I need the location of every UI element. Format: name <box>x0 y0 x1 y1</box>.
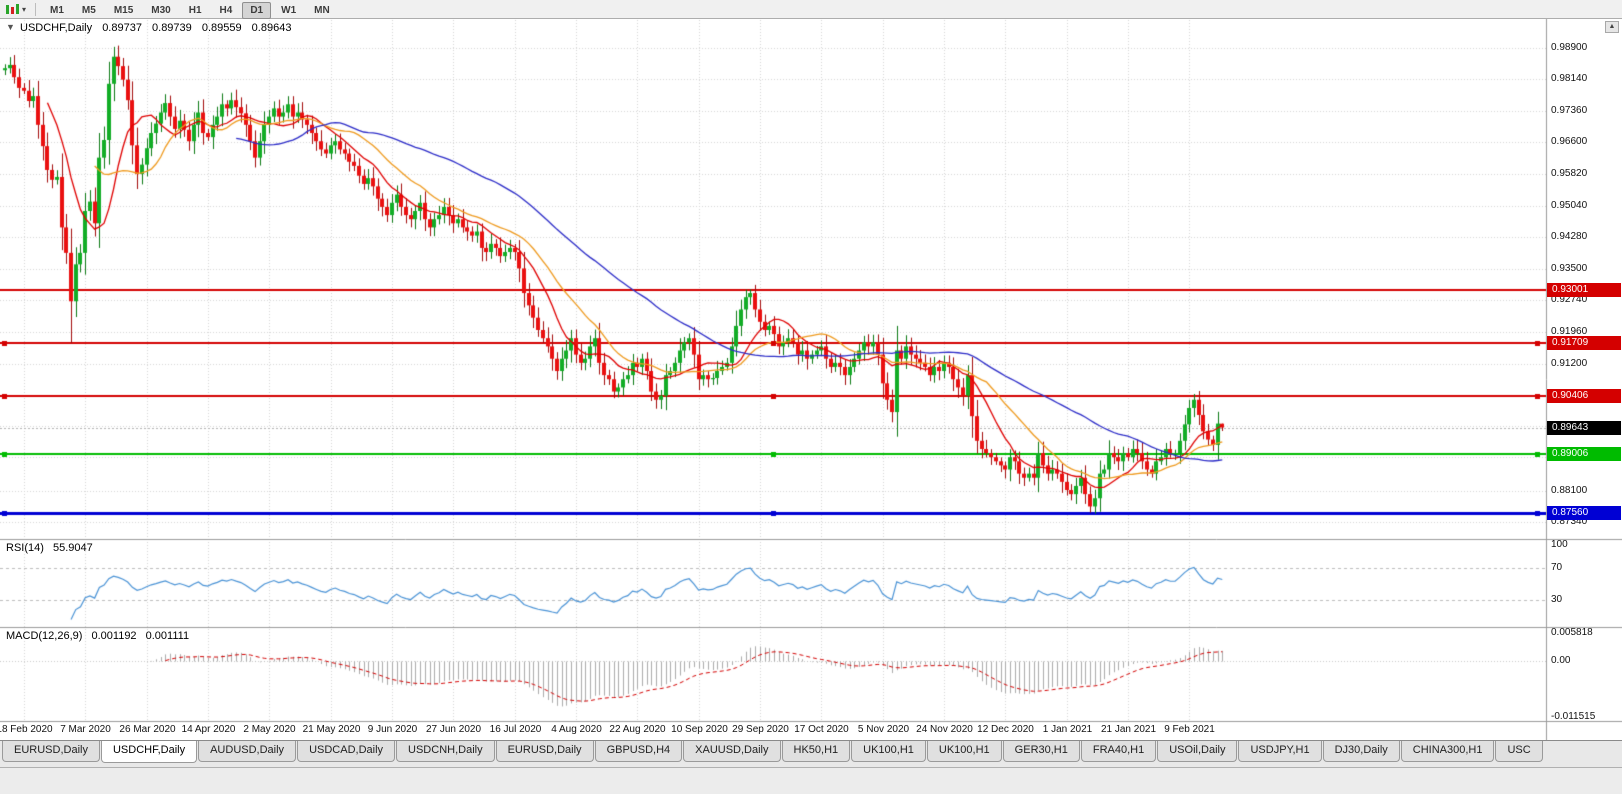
timeframe-toolbar: ▾ M1 M5 M15 M30 H1 H4 D1 W1 MN <box>0 0 1622 19</box>
chart-tab[interactable]: USDJPY,H1 <box>1238 741 1322 762</box>
time-axis-label: 27 Jun 2020 <box>425 724 482 735</box>
chart-tab[interactable]: GBPUSD,H4 <box>594 741 683 762</box>
timeframe-button-h1[interactable]: H1 <box>188 4 202 16</box>
current-price-badge: 0.89643 <box>1547 420 1621 435</box>
macd-indicator-signal: 0.001111 <box>145 630 190 642</box>
time-axis-label: 12 Dec 2020 <box>977 724 1034 735</box>
chart-window: ▼ USDCHF,Daily 0.89737 0.89739 0.89559 0… <box>0 19 1622 740</box>
chart-tab[interactable]: DJ30,Daily <box>1322 741 1400 762</box>
price-axis-label: 0.95040 <box>1551 200 1588 212</box>
time-axis-label: 2 May 2020 <box>243 724 296 735</box>
scroll-up-icon[interactable]: ▲ <box>1605 21 1619 33</box>
time-axis-label: 4 Aug 2020 <box>551 724 602 735</box>
hline-price-badge: 0.91709 <box>1547 335 1621 350</box>
price-axis-label: 0.94280 <box>1551 231 1588 243</box>
time-axis-label: 16 Jul 2020 <box>489 724 542 735</box>
time-axis-label: 5 Nov 2020 <box>857 724 910 735</box>
chart-tab[interactable]: EURUSD,Daily <box>495 741 594 762</box>
rsi-pane-label: RSI(14) 55.9047 <box>6 542 99 554</box>
macd-pane-label: MACD(12,26,9) 0.001192 0.001111 <box>6 630 195 642</box>
rsi-indicator-value: 55.9047 <box>52 542 93 554</box>
macd-axis-label: 0.005818 <box>1551 627 1593 638</box>
price-axis-label: 0.91200 <box>1551 357 1588 369</box>
time-axis-label: 21 Jan 2021 <box>1100 724 1157 735</box>
timeframe-button-m5[interactable]: M5 <box>81 4 96 16</box>
rsi-indicator-name: RSI(14) <box>6 542 44 554</box>
chart-tab[interactable]: USOil,Daily <box>1157 741 1238 762</box>
rsi-axis-label: 30 <box>1551 593 1563 605</box>
chart-tab[interactable]: XAUUSD,Daily <box>683 741 781 762</box>
one-click-trading-icon[interactable]: ▼ <box>6 22 15 32</box>
time-axis-label: 1 Jan 2021 <box>1042 724 1093 735</box>
time-axis-label: 24 Nov 2020 <box>916 724 973 735</box>
price-axis-label: 0.98140 <box>1551 72 1588 84</box>
timeframe-button-m15[interactable]: M15 <box>113 4 134 16</box>
time-axis-label: 29 Sep 2020 <box>732 724 789 735</box>
toolbar-separator <box>35 2 37 16</box>
ohlc-close: 0.89643 <box>251 22 292 34</box>
time-axis-label: 7 Mar 2020 <box>60 724 111 735</box>
chart-tab[interactable]: USDCNH,Daily <box>396 741 495 762</box>
chart-info-line: USDCHF,Daily 0.89737 0.89739 0.89559 0.8… <box>20 22 298 34</box>
price-axis-label: 0.96600 <box>1551 136 1588 148</box>
macd-indicator-name: MACD(12,26,9) <box>6 630 83 642</box>
macd-indicator-main: 0.001192 <box>91 630 137 642</box>
timeframe-button-w1[interactable]: W1 <box>281 4 297 16</box>
chart-tab[interactable]: UK100,H1 <box>851 741 926 762</box>
price-axis-label: 0.91960 <box>1551 326 1588 338</box>
timeframe-buttons-group: M1 M5 M15 M30 H1 H4 D1 W1 MN <box>41 0 339 19</box>
time-axis-label: 26 Mar 2020 <box>119 724 176 735</box>
price-axis-label: 0.95820 <box>1551 168 1588 180</box>
chart-tab[interactable]: GER30,H1 <box>1002 741 1080 762</box>
macd-axis-label: -0.011515 <box>1551 711 1596 722</box>
hline-price-badge: 0.90406 <box>1547 389 1621 404</box>
time-axis-label: 9 Feb 2021 <box>1164 724 1215 735</box>
timeframe-button-m30[interactable]: M30 <box>151 4 171 16</box>
macd-axis-label: 0.00 <box>1551 655 1571 667</box>
time-axis-label: 17 Oct 2020 <box>794 724 849 735</box>
rsi-axis-label: 70 <box>1551 562 1563 574</box>
hline-price-badge: 0.87560 <box>1547 506 1621 521</box>
time-axis-label: 22 Aug 2020 <box>609 724 666 735</box>
chart-tab[interactable]: FRA40,H1 <box>1080 741 1157 762</box>
hline-price-badge: 0.93001 <box>1547 282 1621 297</box>
chart-tab[interactable]: HK50,H1 <box>781 741 851 762</box>
time-axis-label: 18 Feb 2020 <box>0 724 53 735</box>
time-axis-label: 10 Sep 2020 <box>671 724 728 735</box>
timeframe-button-h4[interactable]: H4 <box>219 4 233 16</box>
price-axis-label: 0.98900 <box>1551 41 1588 53</box>
price-axis-label: 0.97360 <box>1551 104 1588 116</box>
chart-tab[interactable]: USC <box>1495 741 1543 762</box>
chart-tab[interactable]: EURUSD,Daily <box>2 741 100 762</box>
ohlc-high: 0.89739 <box>152 22 192 34</box>
timeframe-button-d1[interactable]: D1 <box>242 1 272 19</box>
chart-tab[interactable]: USDCAD,Daily <box>297 741 396 762</box>
price-axis-label: 0.93500 <box>1551 263 1588 275</box>
price-axis-label: 0.88100 <box>1551 484 1588 496</box>
time-axis-label: 9 Jun 2020 <box>367 724 418 735</box>
chart-tab-bar: EURUSD,Daily USDCHF,Daily AUDUSD,Daily USDC… <box>0 740 1622 767</box>
timeframe-button-m1[interactable]: M1 <box>50 4 64 16</box>
dropdown-caret-icon[interactable]: ▾ <box>22 4 27 14</box>
time-axis-label: 21 May 2020 <box>302 724 361 735</box>
time-axis-label: 14 Apr 2020 <box>181 724 236 735</box>
chart-tab[interactable]: CHINA300,H1 <box>1400 741 1495 762</box>
price-axis-label: 0.92740 <box>1551 294 1588 306</box>
status-bar <box>0 767 1622 794</box>
chart-type-icon[interactable] <box>4 3 20 16</box>
chart-tab[interactable]: USDCHF,Daily <box>100 741 198 763</box>
chart-tab[interactable]: AUDUSD,Daily <box>198 741 297 762</box>
hline-price-badge: 0.89006 <box>1547 446 1621 461</box>
rsi-axis-label: 100 <box>1551 539 1568 550</box>
chart-symbol-period: USDCHF,Daily <box>20 22 93 34</box>
ohlc-open: 0.89737 <box>102 22 142 34</box>
chart-tab[interactable]: UK100,H1 <box>926 741 1002 762</box>
timeframe-button-mn[interactable]: MN <box>314 4 330 16</box>
ohlc-low: 0.89559 <box>201 22 242 34</box>
price-axis-label: 0.87340 <box>1551 516 1588 528</box>
price-chart-canvas[interactable] <box>0 19 1622 740</box>
